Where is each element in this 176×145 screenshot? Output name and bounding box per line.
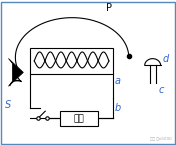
Bar: [30, 48, 113, 74]
Text: c: c: [159, 85, 164, 95]
Bar: [60, 111, 98, 126]
Text: P: P: [106, 3, 112, 13]
Text: 电源: 电源: [74, 114, 84, 123]
Text: 品品 动e5000: 品品 动e5000: [150, 136, 172, 140]
Polygon shape: [8, 58, 23, 86]
Text: a: a: [115, 76, 121, 86]
Text: b: b: [115, 103, 121, 113]
Text: d: d: [163, 55, 169, 64]
Text: S: S: [4, 100, 11, 110]
